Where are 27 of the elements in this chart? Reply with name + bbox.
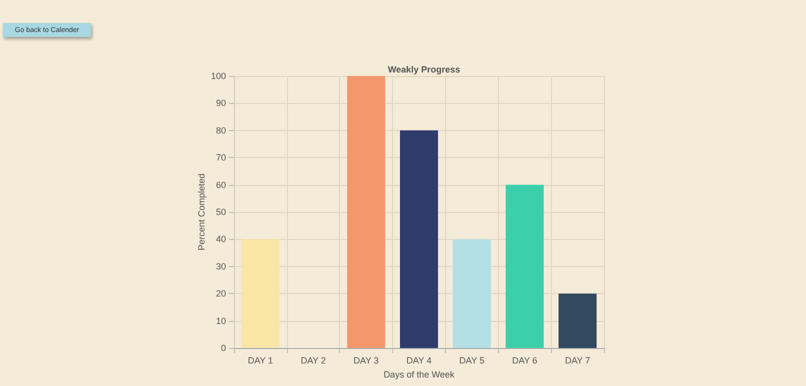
- y-tick-label: 80: [216, 125, 226, 136]
- x-tick-label: DAY 5: [459, 356, 484, 366]
- y-tick-label: 0: [220, 343, 226, 353]
- bar: [241, 239, 280, 348]
- bar: [347, 76, 386, 348]
- chart-title: Weakly Progress: [388, 64, 460, 74]
- y-tick-label: 60: [216, 180, 226, 190]
- y-tick-label: 100: [210, 71, 226, 81]
- y-tick-label: 90: [216, 98, 226, 108]
- y-tick-label: 20: [216, 288, 226, 299]
- y-tick-label: 50: [216, 207, 226, 217]
- bar: [452, 239, 491, 348]
- y-tick-label: 30: [216, 261, 226, 272]
- x-tick-label: DAY 1: [248, 356, 274, 366]
- x-tick-label: DAY 6: [512, 356, 538, 366]
- x-axis-title: Days of the Week: [384, 370, 455, 380]
- x-tick-label: DAY 3: [354, 356, 379, 366]
- x-tick-label: DAY 4: [406, 356, 432, 366]
- y-tick-label: 10: [216, 316, 226, 326]
- bar: [558, 294, 597, 348]
- x-tick-label: DAY 7: [564, 356, 590, 366]
- y-tick-label: 40: [216, 234, 226, 244]
- x-tick-label: DAY 2: [300, 356, 326, 366]
- y-tick-label: 70: [216, 152, 226, 163]
- bar: [506, 184, 544, 348]
- bar: [400, 130, 438, 348]
- y-axis-title: Percent Completed: [196, 173, 206, 251]
